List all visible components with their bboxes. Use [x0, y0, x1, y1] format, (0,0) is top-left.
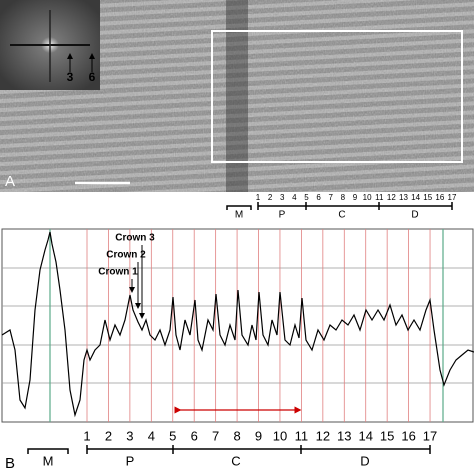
stripe-number: 6: [316, 193, 321, 202]
stripe-number: 8: [341, 193, 346, 202]
region-label: P: [126, 453, 135, 468]
region-label: M: [235, 210, 243, 221]
region-label: D: [411, 210, 418, 221]
region-label: C: [231, 453, 240, 468]
stripe-number: 12: [387, 193, 396, 202]
stripe-number: 17: [448, 193, 457, 202]
stripe-number: 4: [292, 193, 297, 202]
stripe-number: 1: [256, 193, 261, 202]
panel-label: B: [5, 455, 15, 472]
ruler-a: [226, 202, 453, 210]
stripe-number: 9: [255, 428, 262, 443]
stripe-number: 12: [316, 428, 330, 443]
stripe-number: 14: [411, 193, 420, 202]
stripe-number: 5: [304, 193, 309, 202]
stripe-number: 15: [380, 428, 394, 443]
stripe-number: 3: [280, 193, 285, 202]
micrograph: [0, 0, 474, 192]
stripe-number: 4: [148, 428, 155, 443]
ruler-b: [27, 445, 431, 454]
annotation: Crown 2: [106, 250, 146, 261]
stripe-number: 2: [105, 428, 112, 443]
stripe-number: 11: [295, 428, 309, 443]
stripe-number: 2: [268, 193, 273, 202]
stripe-number: 3: [126, 428, 133, 443]
stripe-number: 14: [358, 428, 372, 443]
stripe-number: 5: [169, 428, 176, 443]
stripe-number: 10: [273, 428, 287, 443]
stripe-number: 16: [435, 193, 444, 202]
region-label: C: [338, 210, 345, 221]
stripe-number: 7: [329, 193, 334, 202]
stripe-number: 7: [212, 428, 219, 443]
stripe-number: 1: [83, 428, 90, 443]
annotation: Crown 1: [98, 267, 138, 278]
stripe-number: 17: [423, 428, 437, 443]
region-label: P: [279, 210, 286, 221]
stripe-number: 16: [401, 428, 415, 443]
profile-plot: [1, 228, 474, 423]
stripe-number: 11: [375, 193, 384, 202]
fft-label: 3: [67, 70, 74, 84]
stripe-number: 10: [363, 193, 372, 202]
stripe-number: 8: [233, 428, 240, 443]
panel-label: A: [5, 173, 15, 190]
stripe-number: 15: [423, 193, 432, 202]
stripe-number: 9: [353, 193, 358, 202]
stripe-number: 13: [337, 428, 351, 443]
annotation: Crown 3: [115, 233, 155, 244]
stripe-number: 6: [191, 428, 198, 443]
region-label: D: [360, 453, 369, 468]
fft-label: 6: [89, 70, 96, 84]
region-label: M: [43, 453, 54, 468]
stripe-number: 13: [399, 193, 408, 202]
